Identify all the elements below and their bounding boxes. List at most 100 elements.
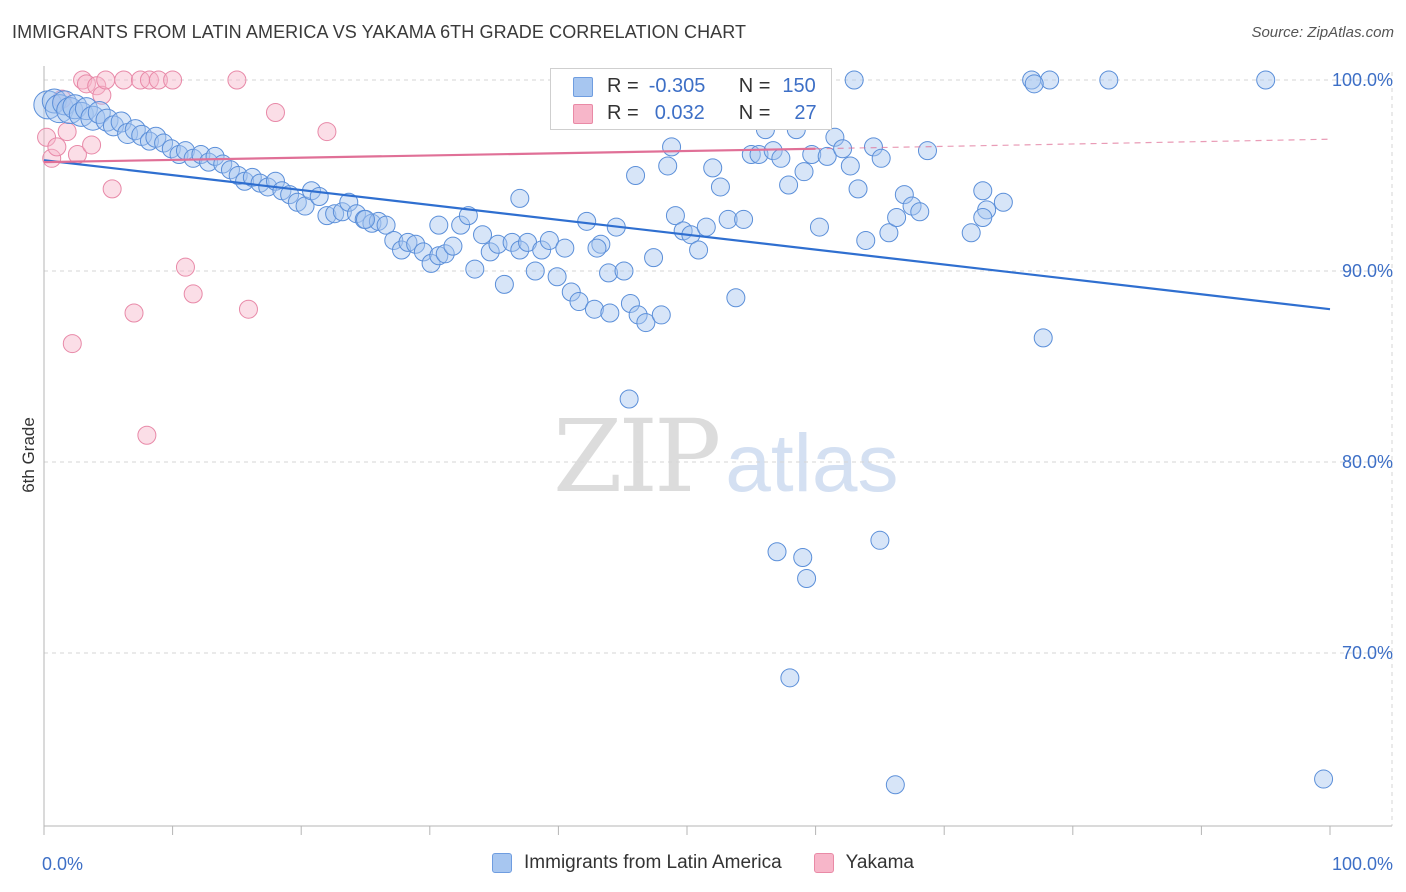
latin-america-point [398,232,418,252]
latin-america-point [154,133,174,153]
latin-america-point [539,230,559,250]
yakama-point [96,70,116,90]
latin-america-point [465,259,485,279]
watermark: ZIPatlas [553,398,899,515]
legend-r-label: R = [607,75,639,97]
latin-america-point [494,274,514,294]
latin-america-point [973,181,993,201]
legend-row-latin-america: R = -0.305 N = 150 [573,75,816,98]
latin-america-point [74,97,98,121]
latin-america-point [220,160,240,180]
yakama-points [37,70,337,445]
x-tick-label-end: 100.0% [1332,854,1393,874]
latin-america-point [510,240,530,260]
series-label-latin-america: Immigrants from Latin America [524,852,782,873]
latin-america-point [793,548,813,567]
latin-america-point [569,292,589,312]
yakama-point [57,122,77,142]
latin-america-point [600,303,620,323]
latin-america-point [584,299,604,319]
yakama-point [183,284,203,304]
yakama-point [62,334,82,354]
latin-america-point [871,148,891,168]
trend-lines [43,138,1331,311]
chart-title: IMMIGRANTS FROM LATIN AMERICA VS YAKAMA … [12,22,747,42]
latin-america-point [863,137,883,157]
latin-america-point [429,246,449,266]
latin-america-point [809,217,829,237]
legend-n-label: N = [738,75,771,97]
latin-america-point [591,234,611,254]
series-legend-yakama[interactable]: Yakama [813,852,914,874]
latin-america-point [779,175,799,195]
yakama-point [73,70,93,90]
latin-america-point [561,282,581,302]
latin-america-point [62,94,88,120]
latin-america-point [1256,70,1276,90]
watermark-atlas: atlas [725,418,899,509]
yakama-point [137,425,157,445]
latin-america-point [346,204,366,224]
latin-america-point [1099,70,1119,90]
latin-america-points [33,70,1334,795]
latin-america-point [332,202,352,222]
yakama-point [317,122,337,142]
latin-america-point [587,238,607,258]
latin-america-point [636,313,656,333]
latin-america-point [726,288,746,308]
legend-swatch-yakama [573,103,593,124]
latin-america-point [124,119,146,141]
latin-america-point [817,146,837,166]
yakama-point [82,135,102,155]
axes [43,66,1392,835]
latin-america-point [413,242,433,262]
latin-america-point [771,148,791,168]
latin-america-point [993,192,1013,212]
latin-america-point [429,215,449,235]
yakama-point [87,76,107,96]
latin-america-point [1033,328,1053,348]
latin-america-point [689,240,709,260]
latin-america-point [894,185,914,205]
latin-america-point [767,542,787,562]
yakama-point [163,70,183,90]
series-label-yakama: Yakama [845,852,914,873]
legend-row-yakama: R = 0.032 N = 27 [573,102,817,125]
latin-america-trend-line [43,159,1331,311]
latin-america-point [309,187,329,207]
latin-america-point [619,389,639,409]
latin-america-point [555,238,575,258]
latin-america-point [696,217,716,237]
latin-america-point [879,223,899,243]
latin-america-point [110,111,132,133]
series-legend-latin-america[interactable]: Immigrants from Latin America [492,852,782,874]
latin-america-point [961,223,981,243]
y-axis-title: 6th Grade [19,417,38,493]
y-tick-label: 90.0% [1342,261,1393,281]
yakama-point [175,257,195,277]
latin-america-point [844,70,864,90]
yakama-point [265,102,285,122]
yakama-point [47,137,67,157]
yakama-point [102,179,122,199]
latin-america-point [458,206,478,226]
yakama-point [148,70,168,90]
latin-america-point [794,162,814,182]
legend-r-value: 0.032 [654,102,705,124]
latin-america-point [620,293,640,313]
latin-america-point [599,263,619,283]
legend-n-value: 150 [782,75,816,97]
latin-america-point [502,232,522,252]
legend-r-value: -0.305 [648,75,706,97]
latin-america-point [1314,769,1334,789]
latin-america-point [317,206,337,226]
latin-america-point [885,775,905,795]
latin-america-point [651,305,671,325]
latin-america-point [421,253,441,273]
latin-america-point [665,206,685,226]
latin-america-point [870,530,890,550]
latin-america-point [973,208,993,228]
watermark-zip: ZIP [553,398,721,515]
latin-america-point [451,215,471,235]
